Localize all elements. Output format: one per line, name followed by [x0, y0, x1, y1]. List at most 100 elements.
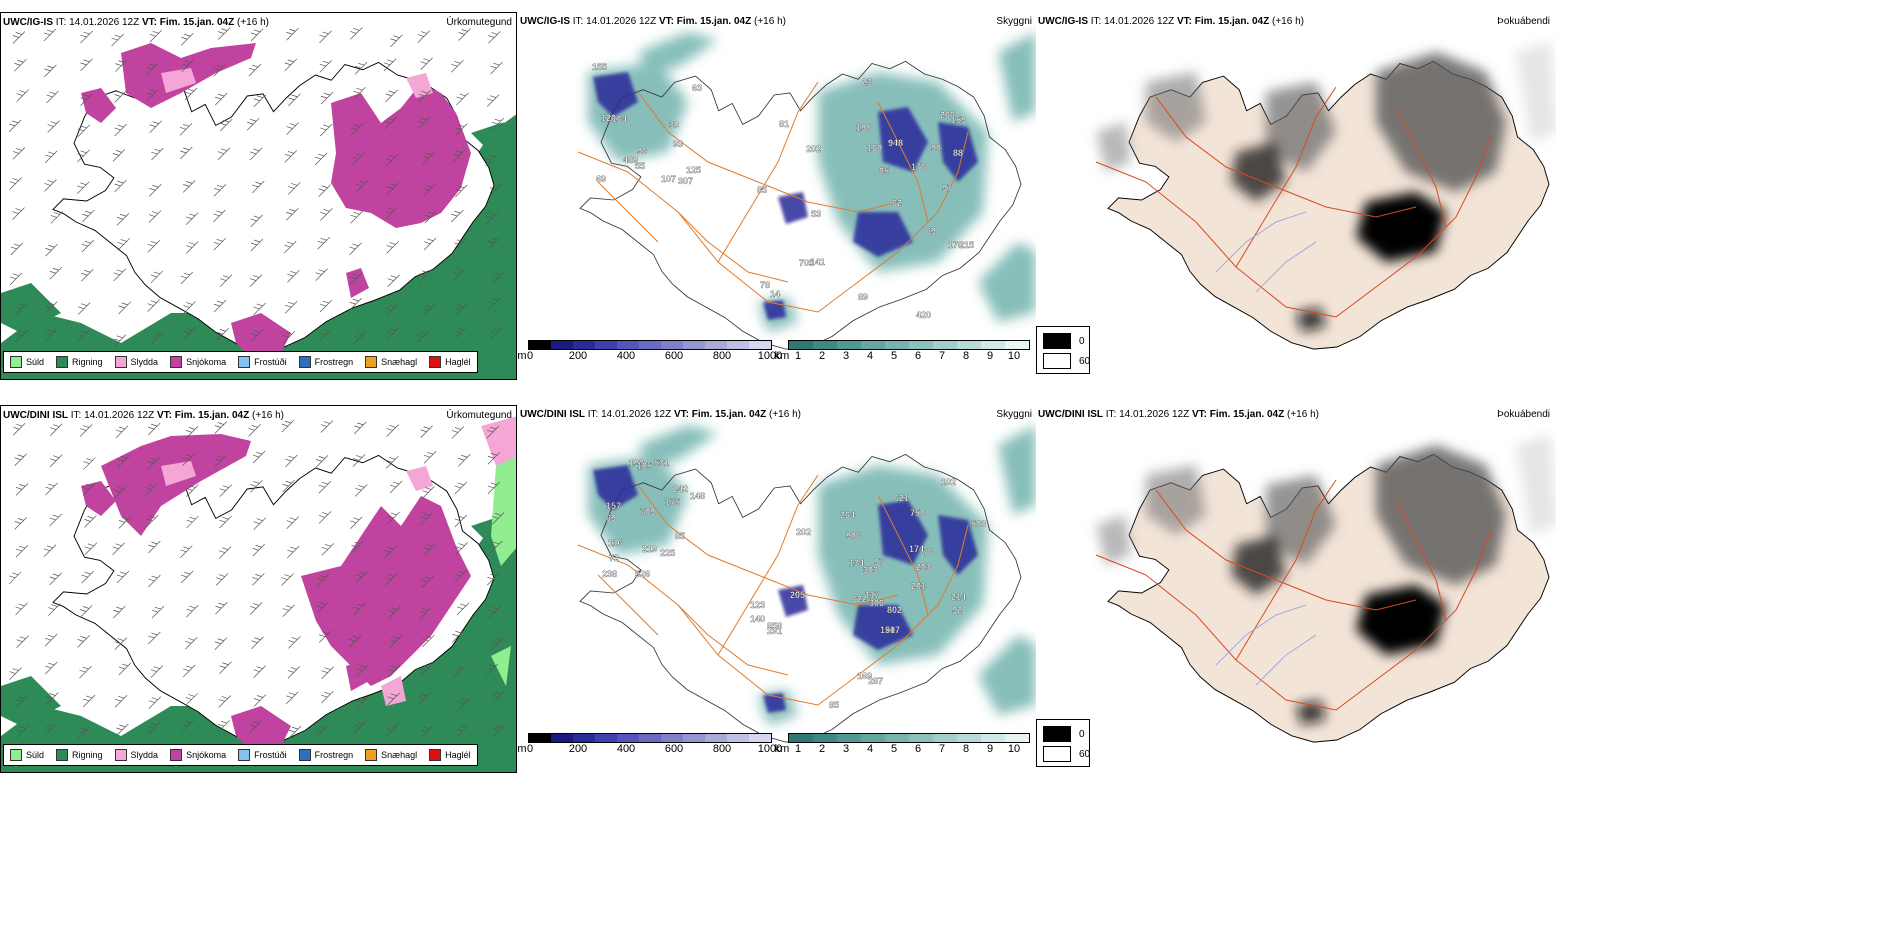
- fog-legend-item: 60: [1043, 746, 1090, 762]
- panel-name: Úrkomutegund: [446, 410, 512, 421]
- legend-item: Haglél: [429, 749, 471, 761]
- snow-area: [81, 434, 471, 751]
- visibility-label: 948: [888, 138, 903, 148]
- colorbar-tick: 4: [866, 743, 874, 755]
- legend-item: Snæhagl: [365, 749, 417, 761]
- visibility-label: 198: [856, 123, 871, 133]
- fog-index-panel: UWC/IG-IS IT: 14.01.2026 12Z VT: Fim. 15…: [1036, 12, 1556, 380]
- visibility-label: 155: [592, 62, 607, 72]
- visibility-label: 151: [880, 625, 895, 635]
- fog-legend-swatch: [1043, 726, 1071, 742]
- visibility-label: 105: [637, 461, 652, 471]
- visibility-label: 63: [692, 83, 702, 93]
- fog-index-map: [1095, 435, 1556, 743]
- visibility-label: 97: [942, 183, 952, 193]
- panel-title: UWC/IG-IS IT: 14.01.2026 12Z VT: Fim. 15…: [1038, 16, 1304, 27]
- land: [579, 453, 1022, 743]
- legend-item: Frostúði: [238, 749, 287, 761]
- visibility-label: 287: [868, 676, 883, 686]
- legend-swatch: [429, 749, 442, 761]
- visibility-label: 225: [660, 548, 675, 558]
- legend-swatch: [56, 749, 69, 761]
- visibility-label: 116: [608, 538, 623, 548]
- colorbar-tick: 8: [962, 350, 970, 362]
- visibility-label: 176: [911, 162, 926, 172]
- visibility-label: 141: [810, 257, 825, 267]
- visibility-label: 306: [869, 598, 884, 608]
- panel-title: UWC/IG-IS IT: 14.01.2026 12Z VT: Fim. 15…: [520, 16, 786, 27]
- colorbar-unit: m: [518, 350, 527, 362]
- fog-legend-item: 60: [1043, 353, 1090, 369]
- fog-index-map: [1095, 42, 1556, 350]
- roads: [1095, 479, 1492, 711]
- legend-item: Rigning: [56, 749, 103, 761]
- visibility-label: 526: [635, 569, 650, 579]
- colorbar-tick: 200: [568, 350, 588, 362]
- fog-legend-swatch: [1043, 746, 1071, 762]
- legend-item: Snjókoma: [170, 356, 226, 368]
- precip-type-panel: UWC/DINI ISL IT: 14.01.2026 12Z VT: Fim.…: [0, 405, 517, 773]
- visibility-label: 85: [829, 700, 839, 710]
- visibility-label: 93: [673, 139, 683, 149]
- visibility-label: 170: [948, 240, 963, 250]
- colorbar-tick: 1000: [757, 743, 783, 755]
- visibility-label: 30: [669, 120, 679, 130]
- visibility-label: 23: [862, 77, 872, 87]
- visibility-label: 72: [609, 553, 619, 563]
- visibility-label: 164: [612, 114, 627, 124]
- visibility-label: 69: [596, 174, 606, 184]
- snow-area: [81, 43, 471, 358]
- legend-swatch: [114, 749, 127, 761]
- visibility-label: 238: [602, 569, 617, 579]
- fog-legend: 0 60: [1036, 326, 1090, 374]
- colorbar-tick: 6: [914, 350, 922, 362]
- visibility-label: 89: [858, 292, 868, 302]
- visibility-label: 201: [911, 581, 926, 591]
- colorbar-km-boxes: [788, 340, 1030, 350]
- visibility-label: 148: [690, 491, 705, 501]
- roads: [1095, 86, 1492, 318]
- visibility-label: 215: [959, 240, 974, 250]
- visibility-label: 242: [673, 484, 688, 494]
- colorbar-tick: 800: [712, 350, 732, 362]
- rivers: [1215, 211, 1317, 293]
- visibility-label: 14: [770, 289, 780, 299]
- legend-item: Haglél: [429, 356, 471, 368]
- colorbar-tick: 600: [664, 743, 684, 755]
- visibility-label: 88: [953, 148, 963, 158]
- panel-name: Þokuábendi: [1497, 409, 1550, 420]
- colorbar-tick: 3: [842, 350, 850, 362]
- visibility-label: 169: [857, 671, 872, 681]
- panel-name: Skyggni: [996, 16, 1032, 27]
- visibility-label: 55: [635, 161, 645, 171]
- visibility-label: 96: [637, 146, 647, 156]
- visibility-label: 85: [675, 531, 685, 541]
- visibility-label: 750: [910, 508, 925, 518]
- sleet-area: [161, 68, 433, 98]
- visibility-label: 264: [840, 510, 855, 520]
- visibility-label: 85: [757, 185, 767, 195]
- precip-type-map: [1, 27, 516, 379]
- legend-swatch: [170, 356, 183, 368]
- legend-swatch: [56, 356, 69, 368]
- colorbar-tick: 9: [986, 743, 994, 755]
- legend-item: Slydda: [114, 356, 158, 368]
- colorbar-tick: 400: [616, 350, 636, 362]
- iceland-outline: [579, 60, 1022, 350]
- visibility-label: 175: [665, 497, 680, 507]
- very-low-visibility: [593, 72, 978, 320]
- visibility-label: 531: [654, 458, 669, 468]
- legend-swatch: [114, 356, 127, 368]
- legend-item: Súld: [10, 356, 44, 368]
- visibility-label: 69: [606, 513, 616, 523]
- visibility-label: 97: [874, 557, 884, 567]
- fog-index-panel: UWC/DINI ISL IT: 14.01.2026 12Z VT: Fim.…: [1036, 405, 1556, 773]
- panel-title: UWC/DINI ISL IT: 14.01.2026 12Z VT: Fim.…: [3, 410, 284, 421]
- legend-swatch: [10, 356, 22, 368]
- colorbar-tick: 4: [866, 350, 874, 362]
- visibility-label: 219: [642, 544, 657, 554]
- colorbar-unit: km: [774, 350, 790, 362]
- colorbar-tick: 0: [526, 743, 534, 755]
- visibility-label: 85: [879, 166, 889, 176]
- visibility-label: 489: [623, 155, 638, 165]
